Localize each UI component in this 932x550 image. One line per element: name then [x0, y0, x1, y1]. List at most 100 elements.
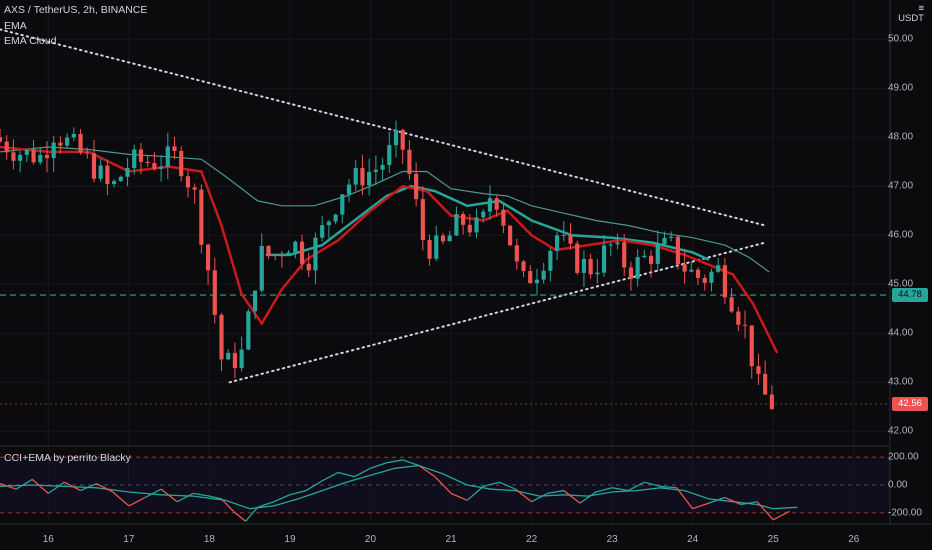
price-tick-label: 48.00: [888, 131, 914, 143]
time-tick-label: 21: [445, 534, 457, 545]
candle-up: [541, 270, 546, 280]
time-tick-label: 16: [42, 534, 54, 545]
oscillator-tick-label: 0.00: [888, 479, 908, 491]
candle-up: [487, 198, 493, 212]
candle-down: [85, 152, 90, 154]
oscillator-cci-segment: [354, 467, 371, 478]
candle-up: [18, 154, 23, 161]
oscillator-cci-segment: [257, 501, 275, 508]
candle-down: [266, 245, 271, 256]
candle-down: [78, 133, 83, 153]
candle-up: [259, 245, 264, 291]
oscillator-legend[interactable]: CCI+EMA by perrito Blacky: [4, 452, 131, 464]
candle-down: [682, 264, 687, 272]
symbol-legend[interactable]: AXS / TetherUS, 2h, BINANCE: [4, 4, 148, 16]
candle-up: [38, 154, 43, 163]
candle-down: [400, 129, 405, 150]
candle-down: [105, 165, 110, 185]
candle-down: [729, 297, 734, 312]
price-tick-label: 42.00: [888, 425, 914, 437]
candle-up: [340, 194, 345, 215]
candle-up: [226, 352, 231, 360]
candle-up: [454, 214, 459, 236]
candle-up: [118, 176, 123, 182]
candle-down: [427, 240, 432, 259]
price-tick-label: 43.00: [888, 376, 914, 388]
candle-up: [380, 164, 385, 170]
price-tick-label: 45.00: [888, 278, 914, 290]
time-tick-label: 23: [606, 534, 618, 545]
candle-down: [212, 270, 217, 315]
candle-up: [51, 142, 56, 159]
candle-up: [669, 236, 674, 238]
oscillator-cci-segment: [289, 489, 307, 496]
oscillator-cci-segment: [193, 492, 210, 497]
candle-down: [494, 198, 499, 210]
candle-up: [662, 237, 667, 245]
candle-down: [179, 150, 184, 177]
candle-down: [192, 187, 197, 190]
candle-up: [447, 235, 452, 242]
candle-up: [313, 237, 318, 271]
candle-down: [299, 241, 305, 264]
candle-up: [159, 166, 164, 169]
oscillator-cci-segment: [434, 476, 452, 494]
candle-up: [635, 257, 640, 279]
currency-label[interactable]: ≡ USDT: [898, 4, 924, 24]
candle-down: [91, 153, 97, 179]
candle-up: [286, 252, 291, 257]
horizontal-lines: [0, 294, 890, 405]
candle-down: [648, 255, 654, 264]
oscillator-cci-segment: [579, 491, 597, 504]
candle-up: [165, 146, 170, 167]
candle-down: [440, 235, 446, 242]
candle-down: [44, 154, 50, 159]
candle-down: [273, 255, 278, 257]
oscillator-cci-segment: [708, 496, 726, 504]
menu-icon: ≡: [918, 3, 924, 14]
oscillator-cci-segment: [483, 481, 500, 488]
time-tick-label: 22: [526, 534, 538, 545]
oscillator-cci-segment: [627, 481, 645, 492]
oscillator-cci-segment: [15, 478, 33, 490]
trendline-2: [228, 241, 767, 384]
candle-down: [199, 189, 204, 245]
oscillator-tick-label: -200.00: [888, 507, 922, 519]
oscillator-cci-segment: [499, 481, 516, 490]
candle-down: [461, 214, 466, 225]
candle-up: [239, 349, 244, 369]
candle-down: [622, 242, 627, 268]
oscillator-cci-segment: [370, 462, 387, 469]
trendlines: [0, 28, 767, 384]
candle-up: [534, 279, 540, 284]
candle-down: [568, 235, 573, 244]
oscillator-cci-segment: [644, 481, 661, 488]
oscillator-cci-segment: [128, 496, 146, 507]
candle-up: [246, 311, 251, 350]
candle-down: [742, 324, 748, 326]
oscillator-cci-segment: [740, 501, 758, 506]
candle-up: [434, 235, 439, 259]
candle-down: [205, 244, 211, 271]
ema-legend[interactable]: EMA: [4, 20, 27, 32]
ema-cloud-legend[interactable]: EMA Cloud: [4, 35, 57, 47]
candle-down: [407, 149, 412, 174]
oscillator-cci-segment: [96, 483, 114, 493]
oscillator-cci-segment: [612, 487, 629, 492]
time-tick-label: 17: [123, 534, 135, 545]
candle-down: [702, 277, 707, 283]
candle-up: [367, 171, 372, 186]
oscillator-cci-segment: [80, 483, 97, 492]
candle-up: [555, 235, 560, 251]
price-tick-label: 49.00: [888, 82, 914, 94]
oscillator-cci-segment: [245, 506, 259, 522]
candle-up: [474, 217, 479, 233]
candle-up: [373, 169, 378, 172]
candle-down: [185, 176, 191, 188]
oscillator-cci-segment: [273, 494, 291, 503]
candle-down: [279, 255, 284, 257]
candle-up: [293, 241, 298, 253]
oscillator-cci-segment: [386, 459, 403, 464]
candle-down: [508, 225, 513, 246]
